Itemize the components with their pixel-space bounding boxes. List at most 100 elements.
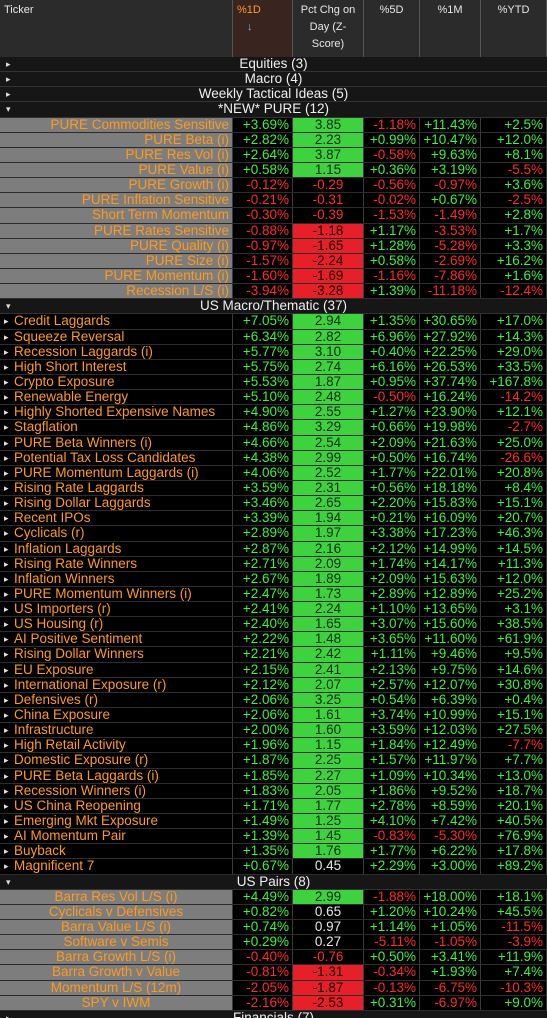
table-row[interactable]: ▸ Recession Winners (i) +1.83% 2.05 +1.86% +9… (0, 783, 547, 799)
expand-toggle[interactable]: ▾ (6, 301, 11, 312)
table-row[interactable]: Barra Growth L/S (i) -0.40% -0.76 +0.50% +3.… (0, 950, 547, 966)
value-cell: +1.96% (233, 738, 293, 753)
row-marker: ▸ (4, 513, 9, 524)
group-header[interactable]: ▾ *NEW* PURE (12) (0, 102, 547, 118)
table-row[interactable]: ▸ Rising Rate Laggards +3.59% 2.31 +0.56% +18… (0, 480, 547, 497)
col-header[interactable]: %1D ↓ (233, 0, 293, 57)
table-row[interactable]: ▸ Recent IPOs +3.39% 1.94 +0.21% +16.09% +20.7… (0, 511, 547, 527)
table-row[interactable]: ▸ Squeeze Reversal +6.34% 2.82 +6.96% +27.92%… (0, 329, 547, 345)
expand-toggle[interactable]: ▸ (6, 74, 11, 85)
group-header[interactable]: ▸ Weekly Tactical Ideas (5) (0, 86, 547, 103)
value-cell: +7.7% (481, 753, 547, 768)
table-row[interactable]: ▸ PURE Momentum Winners (i) +2.47% 1.73 +2.8… (0, 586, 547, 603)
ticker-cell: ▸ Squeeze Reversal (0, 329, 233, 344)
expand-toggle[interactable]: ▸ (6, 59, 11, 69)
table-row[interactable]: PURE Rates Sensitive -0.88% -1.18 +1.17% -3.… (0, 223, 547, 239)
ticker-text: AI Momentum Pair (14, 829, 126, 844)
table-row[interactable]: ▸ AI Positive Sentiment +2.22% 1.48 +3.65% +1… (0, 632, 547, 648)
table-row[interactable]: ▸ International Exposure (r) +2.12% 2.07 +2.… (0, 677, 547, 693)
group-header[interactable]: ▾ US Pairs (8) (0, 874, 547, 890)
value-cell: +4.38% (233, 450, 293, 465)
table-row[interactable]: ▸ Rising Dollar Winners +2.21% 2.42 +1.11% +9… (0, 647, 547, 663)
table-row[interactable]: ▸ US Importers (r) +2.41% 2.24 +1.10% +13.65%… (0, 602, 547, 618)
table-row[interactable]: ▸ Magnificent 7 +0.67% 0.45 +2.29% +3.00% +89.… (0, 859, 547, 875)
group-header[interactable]: ▸ Financials (7) (0, 1010, 547, 1018)
value-cell: +20.8% (481, 465, 547, 480)
table-row[interactable]: ▸ Cyclicals (r) +2.89% 1.97 +3.38% +17.23% +46… (0, 526, 547, 542)
table-row[interactable]: Recession L/S (i) -3.94% -3.28 +1.39% -11.18… (0, 284, 547, 300)
table-row[interactable]: PURE Beta (i) +2.82% 2.23 +0.99% +10.47% +12.… (0, 132, 547, 148)
group-header[interactable]: ▾ US Macro/Thematic (37) (0, 299, 547, 315)
table-row[interactable]: ▸ EU Exposure +2.15% 2.41 +2.13% +9.75% +14.6% (0, 662, 547, 678)
value-cell: -5.11% (364, 935, 420, 950)
value-cell: +6.22% (420, 844, 481, 859)
table-row[interactable]: ▸ Inflation Winners +2.67% 1.89 +2.09% +15.63… (0, 571, 547, 587)
table-row[interactable]: ▸ High Retail Activity +1.96% 1.15 +1.84% +12… (0, 738, 547, 754)
table-row[interactable]: PURE Commodities Sensitive +3.69% 3.85 -1.1… (0, 117, 547, 133)
group-title: Weekly Tactical Ideas (5) (198, 86, 349, 102)
col-header[interactable]: %5D (364, 0, 420, 57)
value-cell: +0.67% (420, 193, 481, 208)
table-row[interactable]: ▸ AI Momentum Pair +1.39% 1.45 -0.83% -5.30% +… (0, 829, 547, 845)
table-row[interactable]: Barra Res Vol L/S (i) +4.49% 2.99 -1.88% +18… (0, 889, 547, 905)
table-row[interactable]: ▸ Highly Shorted Expensive Names +4.90% 2.5… (0, 405, 547, 421)
table-row[interactable]: ▸ Stagflation +4.86% 3.29 +0.66% +19.98% -2.7% (0, 420, 547, 436)
table-row[interactable]: ▸ Emerging Mkt Exposure +1.49% 1.25 +4.10% +7… (0, 814, 547, 830)
table-row[interactable]: ▸ PURE Momentum Laggards (i) +4.06% 2.52 +1.… (0, 465, 547, 481)
row-marker: ▸ (4, 861, 9, 872)
table-row[interactable]: ▸ Rising Rate Winners +2.71% 2.09 +1.74% +14.… (0, 556, 547, 572)
expand-toggle[interactable]: ▾ (6, 104, 11, 115)
table-row[interactable]: Barra Growth v Value -0.81% -1.31 -0.34% +1.… (0, 965, 547, 981)
table-row[interactable]: ▸ US Housing (r) +2.40% 1.65 +3.07% +15.60% +3… (0, 617, 547, 633)
col-header[interactable]: Pct Chg on Day (Z-Score) (293, 0, 364, 57)
row-marker: ▸ (4, 392, 9, 403)
table-row[interactable]: Momentum L/S (12m) -2.05% -1.87 -0.13% -6.75… (0, 980, 547, 996)
value-cell: -3.53% (420, 223, 481, 238)
expand-toggle[interactable]: ▾ (6, 876, 11, 887)
table-row[interactable]: PURE Value (i) +0.58% 1.15 +0.36% +3.19% -5.5… (0, 162, 547, 179)
table-row[interactable]: PURE Growth (i) -0.12% -0.29 -0.56% -0.97% +3… (0, 178, 547, 194)
table-row[interactable]: ▸ Infrastructure +2.00% 1.60 +3.59% +12.03% +2… (0, 723, 547, 739)
expand-toggle[interactable]: ▸ (6, 1012, 11, 1018)
table-row[interactable]: ▸ Rising Dollar Laggards +3.46% 2.65 +2.20% +… (0, 496, 547, 512)
table-row[interactable]: Cyclicals v Defensives +0.82% 0.65 +1.20% +1… (0, 904, 547, 921)
table-row[interactable]: PURE Res Vol (i) +2.64% 3.87 -0.58% +9.63% +8… (0, 147, 547, 163)
table-row[interactable]: ▸ Potential Tax Loss Candidates +4.38% 2.99… (0, 450, 547, 466)
table-row[interactable]: ▸ US China Reopening +1.71% 1.77 +2.78% +8.59… (0, 798, 547, 815)
table-row[interactable]: ▸ Crypto Exposure +5.53% 1.87 +0.95% +37.74% +… (0, 374, 547, 391)
table-row[interactable]: Short Term Momentum -0.30% -0.39 -1.53% -1.4… (0, 208, 547, 224)
table-row[interactable]: ▸ China Exposure +2.06% 1.61 +3.74% +10.99% +1… (0, 708, 547, 724)
table-row[interactable]: PURE Momentum (i) -1.60% -1.69 -1.16% -7.86%… (0, 268, 547, 285)
table-row[interactable]: ▸ Credit Laggards +7.05% 2.94 +1.35% +30.65% +… (0, 314, 547, 330)
group-header[interactable]: ▸ Equities (3) (0, 56, 547, 73)
group-title: Equities (3) (239, 56, 308, 71)
table-row[interactable]: ▸ Buyback +1.35% 1.76 +1.77% +6.22% +17.8% (0, 844, 547, 860)
table-row[interactable]: ▸ PURE Beta Laggards (i) +1.85% 2.27 +1.09% +… (0, 768, 547, 784)
table-row[interactable]: PURE Inflation Sensitive -0.21% -0.31 -0.02… (0, 193, 547, 209)
table-row[interactable]: ▸ Renewable Energy +5.10% 2.48 -0.50% +16.24%… (0, 390, 547, 406)
col-header[interactable]: Ticker (0, 0, 233, 57)
value-cell: 2.99 (293, 889, 364, 904)
table-row[interactable]: Barra Value L/S (i) +0.74% 0.97 +1.14% +1.05… (0, 920, 547, 936)
value-cell: +16.2% (481, 253, 547, 268)
expand-toggle[interactable]: ▸ (6, 89, 11, 100)
table-row[interactable]: ▸ Recession Laggards (i) +5.77% 3.10 +0.40% +… (0, 344, 547, 360)
table-row[interactable]: ▸ PURE Beta Winners (i) +4.66% 2.54 +2.09% +2… (0, 435, 547, 451)
table-row[interactable]: ▸ High Short Interest +5.75% 2.74 +6.16% +26.… (0, 359, 547, 375)
table-row[interactable]: ▸ Inflation Laggards +2.87% 2.16 +2.12% +14.9… (0, 541, 547, 557)
col-header[interactable]: %1M (420, 0, 481, 57)
value-cell: +14.3% (481, 329, 547, 344)
table-row[interactable]: ▸ Domestic Exposure (r) +1.87% 2.25 +1.57% +1… (0, 753, 547, 769)
ticker-cell: ▸ High Short Interest (0, 359, 233, 374)
value-cell: -0.76 (293, 950, 364, 965)
value-cell: +1.17% (364, 223, 420, 238)
col-header[interactable]: %YTD (481, 0, 547, 57)
table-row[interactable]: ▸ Defensives (r) +2.06% 3.25 +0.54% +6.39% +0.… (0, 692, 547, 709)
table-row[interactable]: Software v Semis +0.29% 0.27 -5.11% -1.05% -3… (0, 935, 547, 951)
value-cell: -3.94% (233, 284, 293, 299)
table-row[interactable]: PURE Size (i) -1.57% -2.24 +0.58% -2.69% +16.… (0, 253, 547, 269)
value-cell: +18.7% (481, 783, 547, 798)
table-row[interactable]: PURE Quality (i) -0.97% -1.65 +1.28% -5.28% +… (0, 238, 547, 254)
table-row[interactable]: SPY v IWM -2.16% -2.53 +0.31% -6.97% +9.0% (0, 995, 547, 1011)
group-header[interactable]: ▸ Macro (4) (0, 72, 547, 88)
